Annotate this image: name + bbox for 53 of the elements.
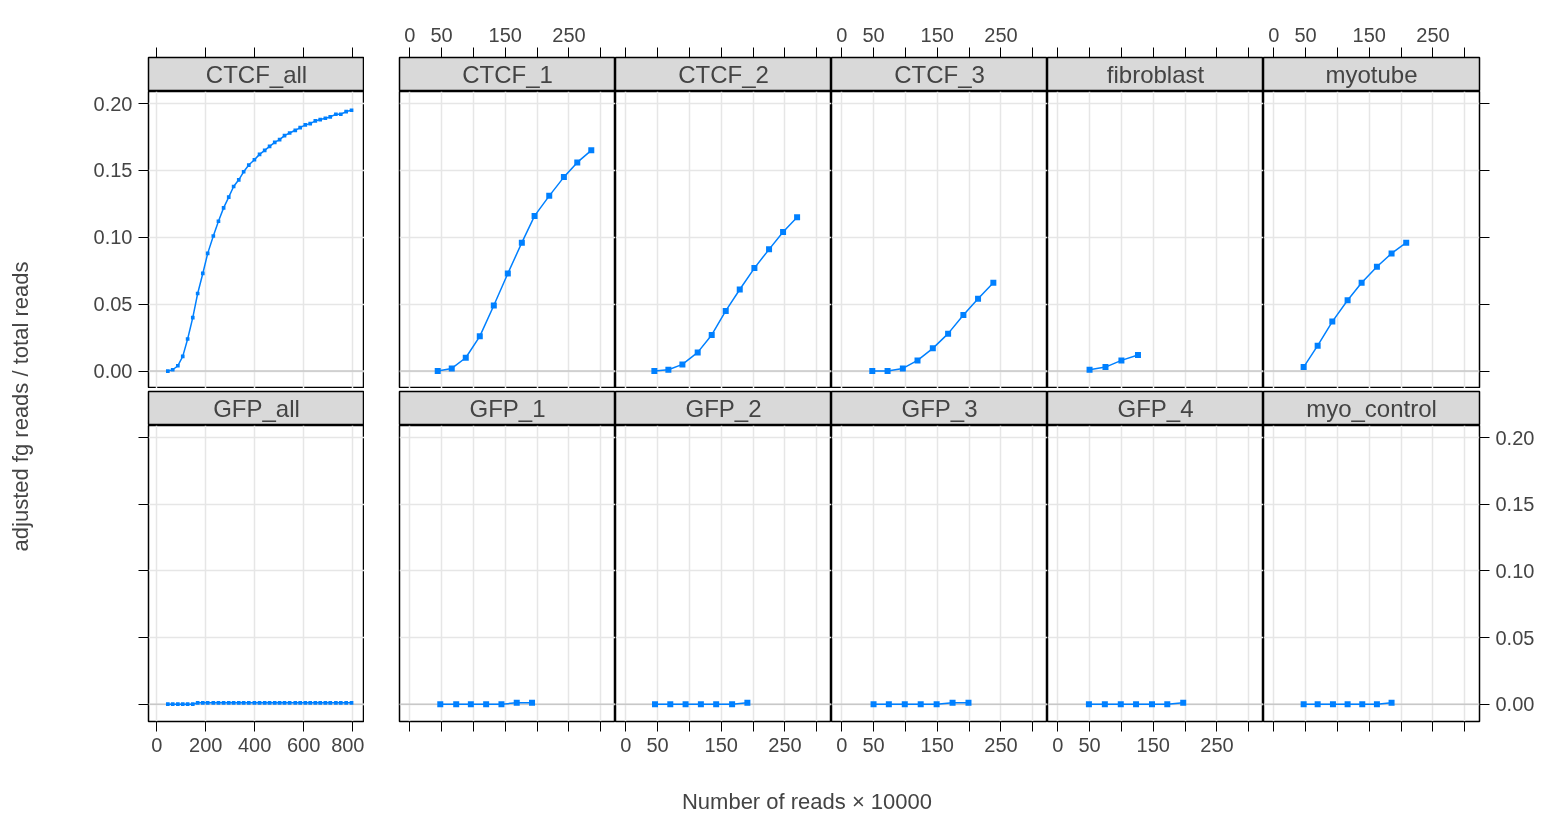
x-tick-label: 400 xyxy=(237,733,272,756)
x-tick-label: 150 xyxy=(1136,733,1170,756)
x-tick-label: 250 xyxy=(552,23,586,46)
chart-title: GFP_3 xyxy=(901,395,978,422)
x-tick-label: 250 xyxy=(1200,733,1234,756)
y-tick-label: 0.20 xyxy=(93,92,133,115)
y-tick-label: 0.10 xyxy=(1495,559,1535,582)
y-tick-label: 0.20 xyxy=(1495,426,1535,449)
y-tick-label: 0.00 xyxy=(93,360,133,383)
x-tick-label: 0 xyxy=(1052,733,1064,756)
x-tick-label: 250 xyxy=(984,23,1018,46)
x-tick-label: 150 xyxy=(488,23,522,46)
x-tick-label: 150 xyxy=(920,733,954,756)
x-tick-label: 0 xyxy=(1268,23,1280,46)
x-tick-label: 600 xyxy=(286,733,321,756)
x-tick-label: 0 xyxy=(620,733,632,756)
x-tick-label: 50 xyxy=(1078,733,1101,756)
chart-title: myotube xyxy=(1325,61,1418,88)
x-tick-label: 800 xyxy=(331,733,365,756)
chart-title: CTCF_1 xyxy=(462,61,553,88)
x-tick-label: 50 xyxy=(646,733,669,756)
y-tick-label: 0.05 xyxy=(93,293,133,316)
x-tick-label: 50 xyxy=(862,733,885,756)
y-tick-label: 0.05 xyxy=(1495,626,1535,649)
chart-title: GFP_all xyxy=(213,395,300,422)
x-tick-label: 150 xyxy=(704,733,738,756)
chart-title: CTCF_2 xyxy=(678,61,769,88)
x-tick-label: 0 xyxy=(151,733,163,756)
x-tick-label: 200 xyxy=(189,733,223,756)
y-tick-label: 0.15 xyxy=(1495,493,1535,516)
y-tick-label: 0.15 xyxy=(93,159,133,182)
chart-title: GFP_1 xyxy=(469,395,546,422)
x-tick-label: 250 xyxy=(1416,23,1450,46)
x-tick-label: 250 xyxy=(984,733,1018,756)
x-tick-label: 0 xyxy=(404,23,416,46)
y-axis-title: adjusted fg reads / total reads xyxy=(7,261,33,552)
x-tick-label: 50 xyxy=(862,23,885,46)
chart-title: CTCF_3 xyxy=(894,61,985,88)
x-tick-label: 50 xyxy=(1294,23,1317,46)
y-tick-label: 0.10 xyxy=(93,226,133,249)
x-axis-title: Number of reads × 10000 xyxy=(681,788,933,814)
y-tick-label: 0.00 xyxy=(1495,693,1535,716)
chart-title: myo_control xyxy=(1306,395,1437,422)
x-tick-label: 0 xyxy=(836,733,848,756)
chart-title: GFP_2 xyxy=(685,395,762,422)
chart-title: GFP_4 xyxy=(1117,395,1194,422)
x-tick-label: 150 xyxy=(920,23,954,46)
x-tick-label: 50 xyxy=(430,23,453,46)
x-tick-label: 250 xyxy=(768,733,802,756)
chart-title: CTCF_all xyxy=(205,61,308,88)
x-tick-label: 150 xyxy=(1352,23,1386,46)
x-tick-label: 0 xyxy=(836,23,848,46)
chart-title: fibroblast xyxy=(1106,61,1205,88)
